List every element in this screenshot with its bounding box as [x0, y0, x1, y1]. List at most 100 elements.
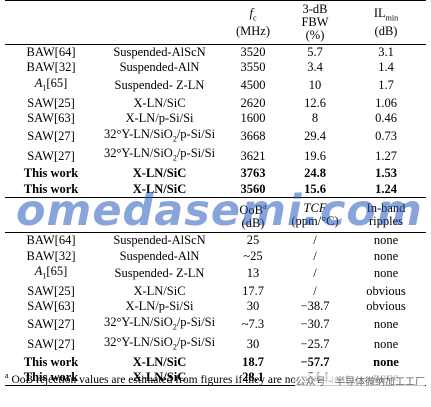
table-cell: X-LN/SiC	[132, 370, 187, 385]
table-cell: none	[373, 317, 399, 332]
table-cell: 32°Y-LN/SiO2/p-Si/Si	[97, 146, 222, 166]
table-cell: obvious	[366, 284, 406, 299]
table-row: BAW[64] Suspended-AlScN 25 / none	[5, 233, 426, 249]
cell-text: 32°Y-LN/SiO	[103, 146, 173, 161]
table-cell: /	[313, 248, 317, 263]
table-cell: 3.4	[307, 60, 323, 75]
cell-text: 2	[172, 342, 177, 352]
table-cell: 3520	[240, 45, 266, 59]
table-cell: Suspended- Z-LN	[114, 266, 205, 281]
table-cell: Suspended- Z-LN	[114, 78, 205, 93]
cell-text: A	[34, 75, 43, 90]
table-cell: /	[313, 284, 317, 299]
cell-text: A	[34, 264, 43, 279]
table-cell: 1.27	[375, 148, 397, 163]
cell-text: ripples	[368, 214, 404, 229]
table-cell: SAW[25]	[27, 284, 75, 299]
table-cell: SAW[63]	[27, 111, 75, 126]
cell-text: /p-Si/Si	[176, 126, 216, 141]
table-cell: BAW[32]	[26, 60, 76, 75]
table-cell: SAW[27]	[27, 317, 75, 332]
table-cell: 10	[308, 78, 322, 93]
cell-text: [65]	[46, 75, 68, 90]
table-cell: 32°Y-LN/SiO2/p-Si/Si	[97, 335, 222, 355]
table-cell: 13	[246, 266, 260, 281]
cell-text: min	[385, 13, 399, 23]
table-cell: none	[373, 233, 399, 248]
table-cell: SAW[27]	[27, 337, 75, 351]
table-cell: BAW[64]	[26, 233, 76, 248]
cell-text: a	[263, 202, 267, 212]
table-row: SAW[27] 32°Y-LN/SiO2/p-Si/Si 30 −25.7 none	[5, 335, 426, 355]
table-header: fc (MHz) 3-dB FBW (%) ILmin (dB)	[5, 1, 426, 45]
table-cell: 1.53	[375, 166, 397, 181]
cell-text: c	[252, 13, 257, 23]
comparison-table-2: OoBa (dB) TCF (ppm/°C) In-band ripples BAW[64…	[5, 198, 426, 387]
table-cell: 32°Y-LN/SiO2/p-Si/Si	[97, 315, 222, 335]
cell-text: 3-dB	[302, 2, 328, 16]
table-cell: This work	[23, 370, 79, 385]
table-row: SAW[27] 32°Y-LN/SiO2/p-Si/Si 3621 19.6 1.27	[5, 146, 426, 166]
cell-text: 32°Y-LN/SiO	[103, 334, 173, 349]
cell-text: 2	[172, 134, 177, 144]
table-row: This work X-LN/SiC 18.7 −57.7 none	[5, 355, 426, 370]
cell-text: (dB)	[241, 216, 265, 231]
table-row: A1[65] Suspended- Z-LN 4500 10 1.7	[5, 76, 426, 96]
table-cell: 19.6	[304, 148, 326, 163]
header-row: fc (MHz) 3-dB FBW (%) ILmin (dB)	[5, 1, 426, 45]
watermark: omedasemi.com	[16, 186, 423, 236]
table-cell: 3763	[240, 166, 266, 181]
table-row: This work X-LN/SiC 3560 15.6 1.24	[5, 182, 426, 198]
cell-text: (MHz)	[235, 23, 270, 38]
table-cell: Suspended-AlN	[119, 248, 200, 263]
table-cell: 5.7	[307, 45, 323, 59]
footnote: a OoB rejection values are estimated fro…	[5, 369, 426, 387]
header-cell: ILmin (dB)	[346, 1, 426, 45]
table-cell: −38.7	[300, 299, 330, 314]
table-cell: SAW[63]	[27, 299, 75, 314]
cell-text: IL	[373, 6, 386, 21]
cell-text: 32°Y-LN/SiO	[103, 314, 173, 329]
table-cell: 4500	[240, 78, 266, 93]
table-cell: SAW[25]	[27, 95, 75, 110]
table-cell: 3621	[240, 148, 266, 163]
table-cell: X-LN/p-Si/Si	[125, 111, 194, 126]
cell-text: (ppm/°C)	[291, 214, 339, 229]
table-cell: 15.6	[304, 181, 326, 196]
table-cell: obvious	[366, 299, 406, 314]
table-cell: 2620	[240, 95, 266, 110]
cell-text: In-band	[366, 201, 406, 216]
table-cell: −57.7	[300, 354, 330, 369]
table-cell: 1.7	[378, 78, 394, 93]
table-header: OoBa (dB) TCF (ppm/°C) In-band ripples	[5, 198, 426, 233]
table-cell: SAW[27]	[27, 148, 75, 163]
table-cell: 0.73	[375, 128, 397, 143]
table-cell: 12.6	[304, 95, 326, 110]
table-cell: none	[373, 248, 399, 263]
table-row: SAW[25] X-LN/SiC 17.7 / obvious	[5, 284, 426, 299]
table-row: SAW[63] X-LN/p-Si/Si 1600 8 0.46	[5, 111, 426, 126]
cell-text: [65]	[46, 264, 68, 279]
table-row: SAW[27] 32°Y-LN/SiO2/p-Si/Si ~7.3 −30.7 none	[5, 315, 426, 335]
cell-text: (%)	[305, 28, 325, 42]
table-cell: X-LN/SiC	[133, 284, 186, 299]
table-cell: 29.4	[304, 128, 326, 143]
table-cell: 3560	[240, 181, 266, 196]
table-cell: X-LN/SiC	[133, 95, 186, 110]
table-cell: A1[65]	[5, 76, 97, 96]
table-cell: 24.8	[304, 166, 326, 181]
cell-text: 2	[172, 153, 177, 163]
table-row: SAW[27] 32°Y-LN/SiO2/p-Si/Si 3668 29.4 0.73	[5, 127, 426, 147]
header-cell	[5, 1, 97, 45]
cell-text: /p-Si/Si	[176, 334, 216, 349]
cell-text: (dB)	[374, 23, 398, 38]
table-cell: 1.24	[375, 181, 397, 196]
table-row: BAW[64] Suspended-AlScN 3520 5.7 3.1	[5, 45, 426, 61]
cell-text: 1	[42, 271, 47, 281]
header-cell: 3-dB FBW (%)	[284, 1, 346, 45]
table-cell: /	[313, 233, 317, 248]
table-cell: none	[373, 337, 399, 351]
table-cell: none	[373, 266, 399, 281]
table-body: BAW[64] Suspended-AlScN 3520 5.7 3.1 BAW[32] S…	[5, 45, 426, 198]
header-cell	[97, 1, 222, 45]
